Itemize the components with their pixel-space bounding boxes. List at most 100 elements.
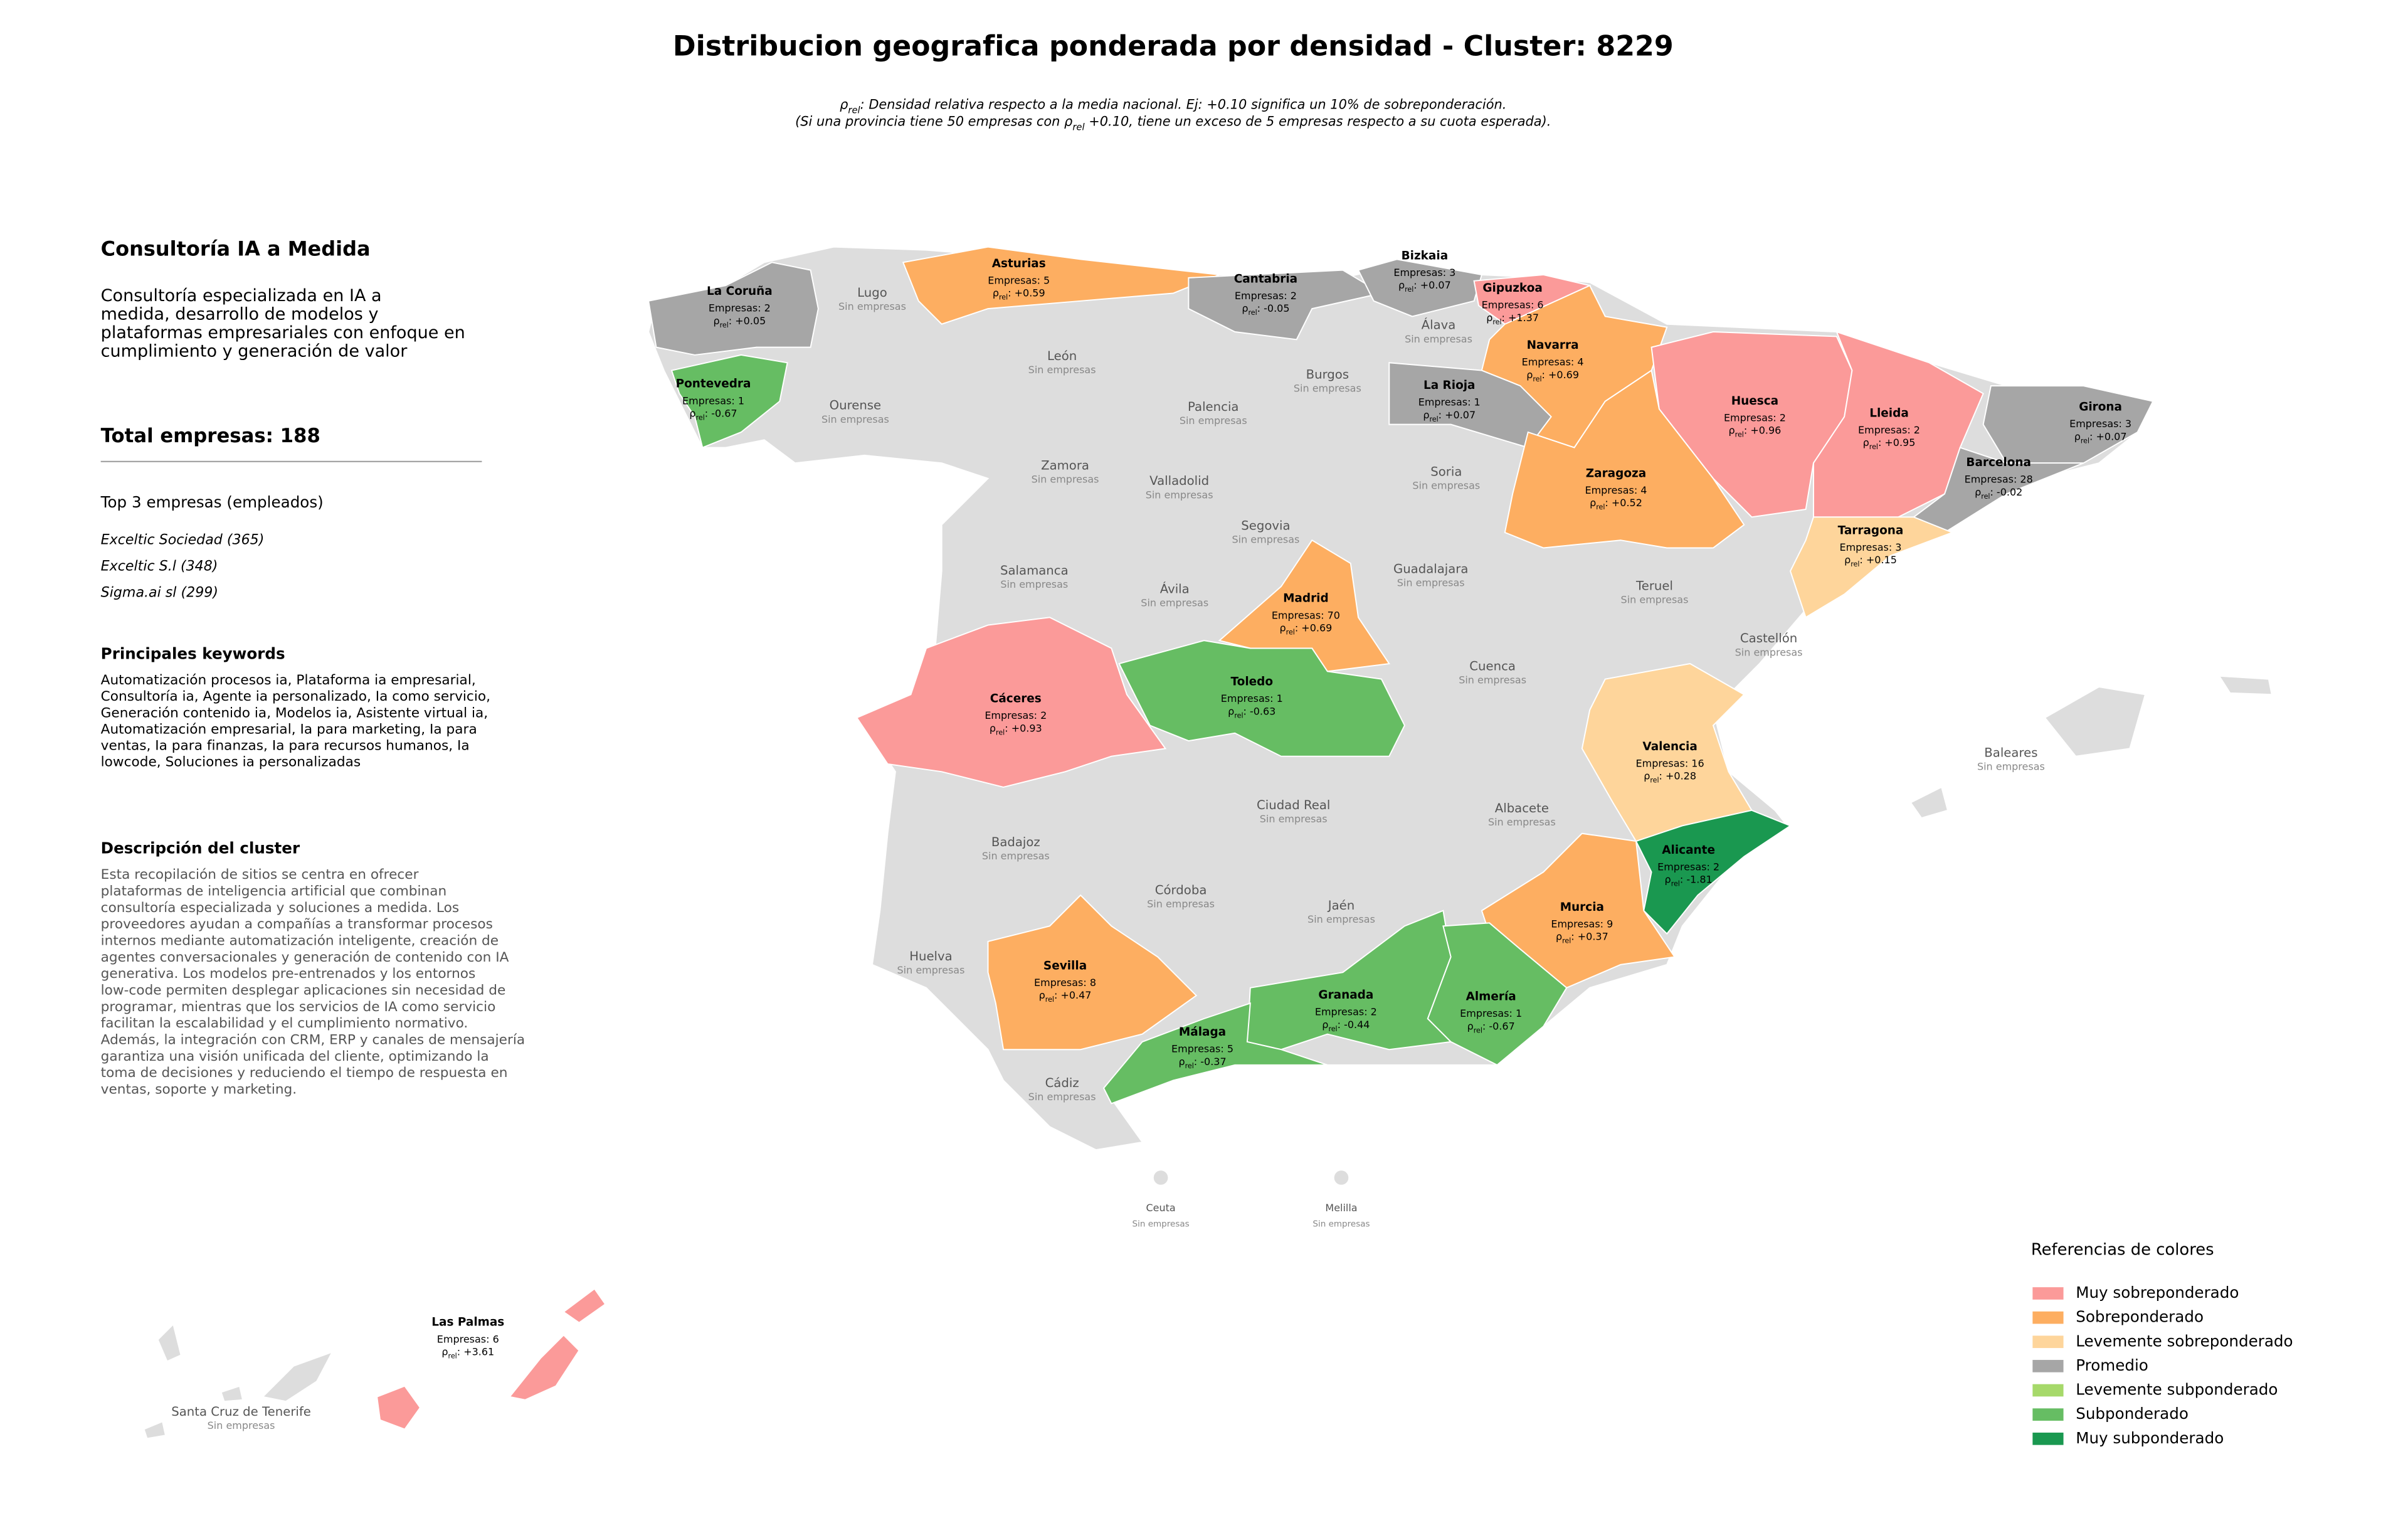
cluster-heading: Descripción del cluster: [101, 839, 300, 857]
rho-symbol: ρ: [993, 287, 999, 299]
province-name: Almería: [1466, 990, 1516, 1004]
rho-symbol: ρ: [1729, 424, 1735, 436]
province-status: Sin empresas: [1459, 674, 1526, 686]
province-name: Castellón: [1740, 631, 1797, 645]
province-name: Barcelona: [1966, 456, 2031, 469]
province-companies: Empresas: 2: [1315, 1006, 1377, 1018]
province-shape: [1427, 922, 1568, 1066]
province-status: Sin empresas: [1312, 1219, 1370, 1229]
province-status: Sin empresas: [1028, 364, 1096, 376]
rho-symbol: ρ: [441, 1345, 448, 1357]
province-name: Asturias: [992, 257, 1046, 270]
province-name: Ceuta: [1146, 1202, 1176, 1214]
rho-sub: rel: [999, 293, 1008, 301]
province-status: Sin empresas: [1180, 415, 1247, 427]
province-shape: [1188, 269, 1383, 341]
province-companies: Empresas: 6: [437, 1333, 499, 1345]
rho-value: : +0.37: [1571, 930, 1608, 942]
province-name: Jaén: [1327, 898, 1354, 913]
province-name: Cantabria: [1234, 272, 1297, 285]
province-name: Murcia: [1560, 901, 1604, 914]
province-companies: Empresas: 4: [1522, 356, 1584, 368]
legend-label: Subponderado: [2076, 1404, 2189, 1423]
province-companies: Empresas: 1: [1418, 396, 1481, 408]
rho-value: : +0.59: [1008, 287, 1045, 299]
rho-sub: rel: [1869, 443, 1878, 451]
legend-title: Referencias de colores: [2031, 1241, 2214, 1260]
cluster-line: garantiza una visión unificada del clien…: [101, 1049, 489, 1064]
province-rho: ρrel: -0.63: [1228, 705, 1275, 719]
rho-value: : +0.05: [729, 314, 766, 326]
legend: Referencias de colores Muy sobreponderado…: [2031, 1241, 2293, 1447]
province-status: Sin empresas: [1146, 489, 1213, 501]
province-rho: ρrel: +0.93: [990, 722, 1042, 736]
province-shape: [902, 246, 1220, 325]
province-status: Sin empresas: [1028, 1091, 1096, 1103]
province-companies: Empresas: 8: [1034, 977, 1096, 989]
province-status: Sin empresas: [1294, 383, 1361, 395]
legend-swatch: [2032, 1432, 2064, 1445]
rho-sub: rel: [1671, 879, 1680, 888]
cluster-line: consultoría especializada y soluciones a…: [101, 900, 459, 916]
rho-sub: rel: [448, 1352, 457, 1360]
province-name: Segovia: [1241, 519, 1290, 533]
rho-symbol: ρ: [713, 314, 719, 326]
province-rho: ρrel: +0.47: [1039, 989, 1092, 1004]
province-status: Sin empresas: [838, 300, 906, 312]
legend-swatch: [2032, 1360, 2064, 1372]
province-shape: [1789, 516, 1955, 618]
sidebar-description: plataformas empresariales con enfoque en: [101, 323, 465, 342]
rho-value: : -0.05: [1257, 302, 1290, 314]
cluster-line: ventas, soporte y marketing.: [101, 1081, 297, 1097]
province-name: Madrid: [1283, 592, 1329, 605]
cluster-line: internos mediante automatización intelig…: [101, 933, 499, 948]
province-name: Melilla: [1325, 1202, 1357, 1214]
province-rho: ρrel: +0.69: [1526, 368, 1579, 383]
rho-value: : -0.63: [1244, 705, 1276, 717]
keywords-line: Consultoría ia, Agente ia personalizado,…: [101, 689, 490, 704]
note: ρrel: Densidad relativa respecto a la me…: [795, 97, 1551, 132]
province-shape: [855, 617, 1167, 788]
top-company: Exceltic Sociedad (365): [101, 532, 265, 548]
province-name: Lleida: [1869, 406, 1909, 420]
rho-sub: rel: [1562, 936, 1571, 945]
rho-sub: rel: [1045, 995, 1054, 1004]
province-name: Valladolid: [1149, 474, 1209, 488]
keywords-heading: Principales keywords: [101, 644, 285, 662]
legend-swatch: [2032, 1408, 2064, 1421]
rho-value: : +0.07: [1439, 408, 1476, 420]
note-after: : Densidad relativa respecto a la media …: [860, 97, 1507, 112]
province-companies: Empresas: 5: [988, 274, 1050, 286]
province-name: Toledo: [1231, 676, 1273, 689]
province-status: Sin empresas: [1000, 578, 1068, 590]
province-companies: Empresas: 1: [1221, 692, 1283, 704]
province-status: Sin empresas: [1133, 1219, 1190, 1229]
province-name: Palencia: [1188, 400, 1238, 414]
province-name: Gipuzkoa: [1482, 282, 1542, 295]
rho-symbol: ρ: [1398, 279, 1405, 291]
province-rho: ρrel: +0.07: [2074, 430, 2127, 445]
legend-swatch: [2032, 1335, 2064, 1349]
cluster-line: proveedores ayudan a compañías a transfo…: [101, 916, 493, 932]
province-name: Lugo: [857, 285, 887, 300]
province-name: La Rioja: [1423, 379, 1476, 392]
province-status: Sin empresas: [1307, 913, 1375, 925]
province-status: Sin empresas: [1232, 534, 1299, 546]
cluster-line: agentes conversacionales y generación de…: [101, 950, 509, 965]
note-sub: rel: [1072, 122, 1085, 132]
sidebar: Consultoría IA a Medida Consultoría espec…: [100, 237, 525, 1098]
province-companies: Empresas: 28: [1965, 474, 2033, 485]
cluster-line: facilitan la escalabilidad y el cumplimi…: [101, 1016, 468, 1031]
keywords-line: Automatización procesos ia, Plataforma i…: [101, 672, 476, 688]
rho-sub: rel: [1234, 711, 1243, 719]
province-name: Las Palmas: [431, 1316, 504, 1329]
province-rho: ρrel: -1.81: [1665, 873, 1713, 888]
province-name: Málaga: [1179, 1026, 1226, 1039]
sidebar-description: cumplimiento y generación de valor: [101, 342, 408, 361]
rho-value: : +3.61: [457, 1345, 494, 1357]
rho-symbol: ρ: [1486, 311, 1492, 323]
province-name: Zaragoza: [1586, 467, 1646, 480]
province-status: Sin empresas: [982, 850, 1050, 862]
province-shape: [1388, 362, 1552, 448]
rho-value: : +0.52: [1605, 497, 1642, 509]
